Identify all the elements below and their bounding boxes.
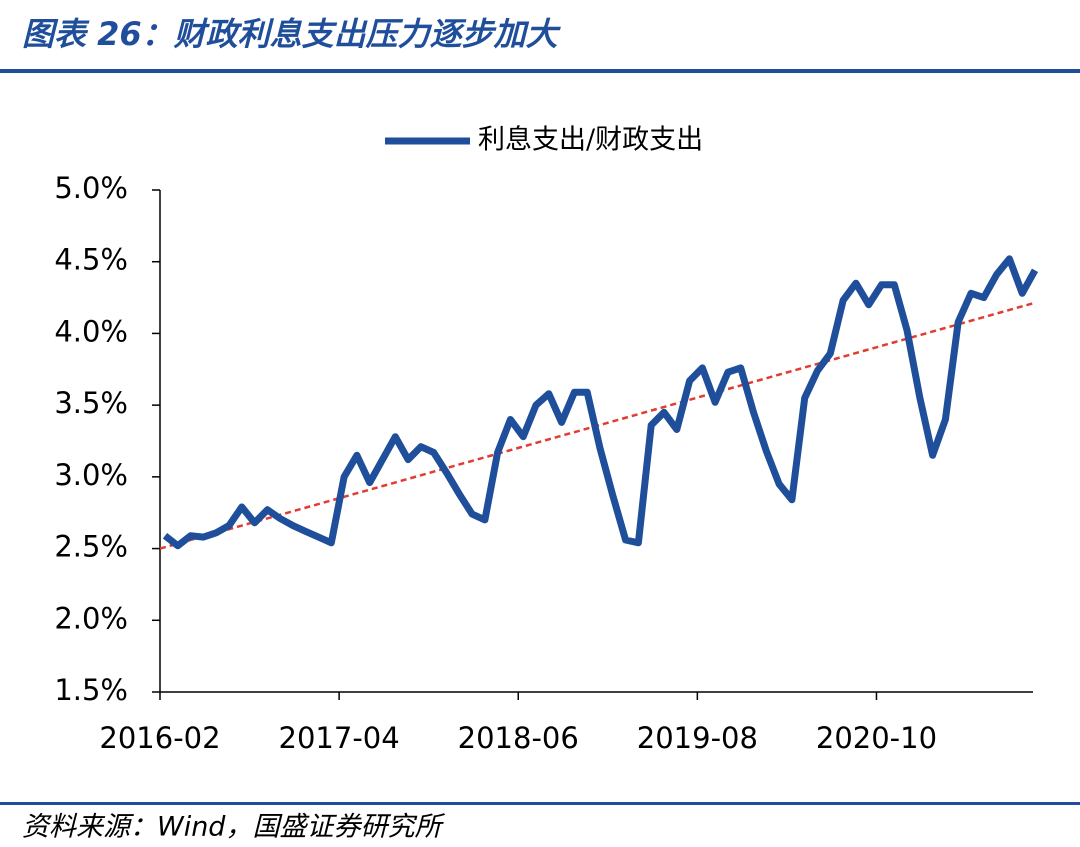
header-rule bbox=[0, 69, 1080, 73]
y-tick-label: 2.0% bbox=[54, 601, 128, 635]
legend-label: 利息支出/财政支出 bbox=[478, 125, 703, 156]
y-tick-label: 5.0% bbox=[54, 171, 128, 205]
source: 资料来源：Wind，国盛证券研究所 bbox=[22, 812, 445, 843]
x-tick-label: 2020-10 bbox=[816, 721, 937, 755]
y-tick-label: 3.5% bbox=[54, 386, 128, 420]
x-tick-label: 2019-08 bbox=[637, 721, 758, 755]
x-tick-label: 2017-04 bbox=[279, 721, 400, 755]
chart-title: 图表 26：财政利息支出压力逐步加大 bbox=[22, 15, 562, 53]
y-tick-label: 1.5% bbox=[54, 673, 128, 707]
x-tick-label: 2016-02 bbox=[99, 721, 220, 755]
footer-rule bbox=[0, 802, 1080, 805]
x-tick-label: 2018-06 bbox=[458, 721, 579, 755]
data-line bbox=[162, 255, 1039, 550]
y-tick-label: 4.5% bbox=[54, 243, 128, 277]
y-tick-label: 3.0% bbox=[54, 458, 128, 492]
y-tick-label: 2.5% bbox=[54, 530, 128, 564]
y-tick-label: 4.0% bbox=[54, 314, 128, 348]
